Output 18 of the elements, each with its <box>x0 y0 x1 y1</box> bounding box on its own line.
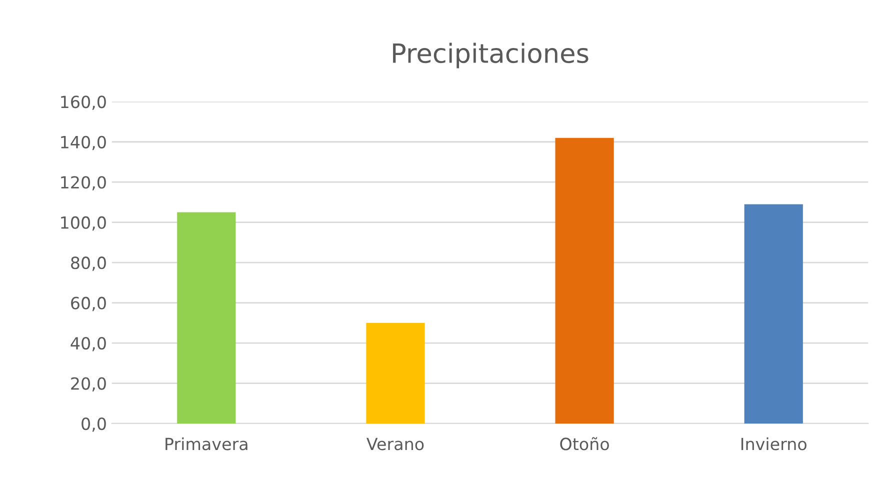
y-tick-label: 20,0 <box>71 377 106 392</box>
y-tick-label: 100,0 <box>61 216 106 231</box>
bar <box>555 138 614 424</box>
bar <box>177 212 236 424</box>
x-tick-label: Invierno <box>741 437 806 450</box>
y-tick-label: 40,0 <box>70 336 106 352</box>
chart-title: Precipitaciones <box>393 42 588 68</box>
x-tick-label: Otoño <box>560 437 609 450</box>
bar <box>366 322 425 424</box>
y-tick-label: 60,0 <box>71 296 106 312</box>
bar <box>744 204 803 424</box>
x-tick-label: Verano <box>366 438 424 450</box>
y-tick-label: 0,0 <box>82 417 106 432</box>
y-tick-label: 80,0 <box>71 256 106 271</box>
x-tick-label: Primavera <box>166 437 248 450</box>
y-tick-label: 160,0 <box>61 96 106 110</box>
y-tick-label: 140,0 <box>61 136 106 150</box>
y-tick-label: 120,0 <box>61 176 106 190</box>
